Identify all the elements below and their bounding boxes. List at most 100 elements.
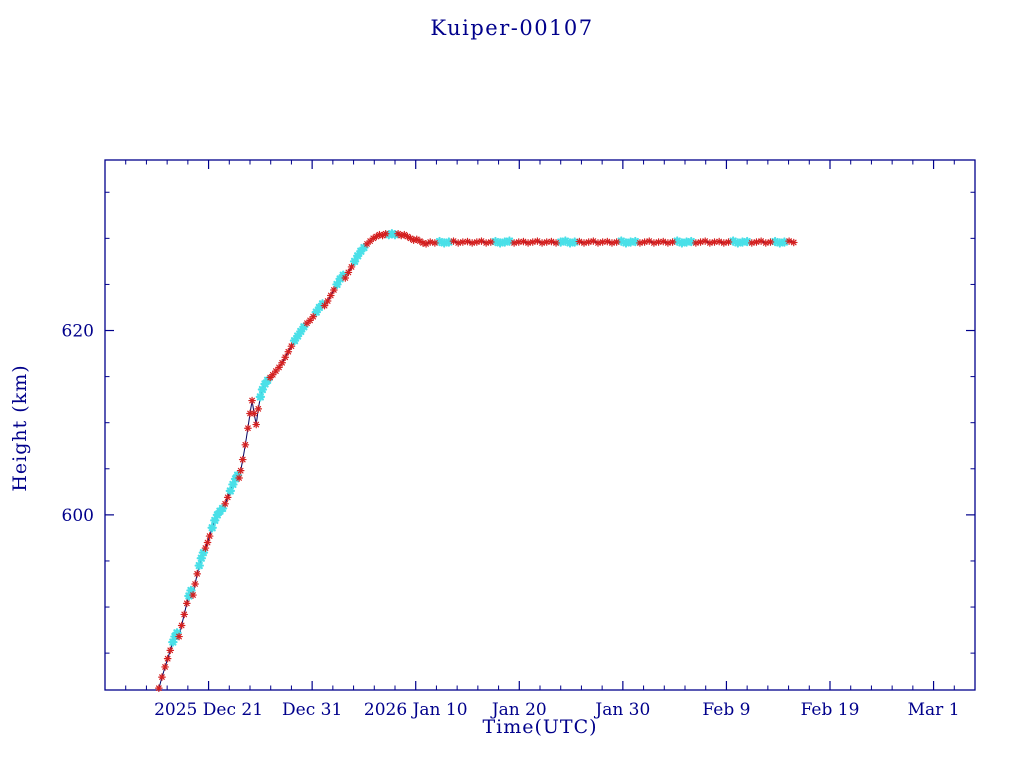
obs-marker: [245, 425, 251, 432]
elset-marker: [743, 237, 751, 246]
obs-marker: [646, 238, 653, 244]
elset-marker: [626, 238, 635, 246]
obs-marker: [590, 238, 597, 244]
obs-marker: [242, 441, 249, 448]
obs-marker: [543, 239, 550, 245]
obs-marker: [459, 239, 466, 245]
obs-marker: [382, 230, 389, 237]
obs-marker: [190, 592, 196, 598]
x-tick-label: Jan 20: [490, 700, 547, 720]
obs-marker: [167, 647, 174, 654]
elset-marker: [173, 629, 181, 637]
obs-marker: [427, 239, 434, 245]
obs-marker: [407, 235, 414, 242]
elset-marker: [350, 257, 359, 266]
obs-marker: [224, 494, 231, 501]
obs-marker: [515, 239, 522, 245]
elset-marker: [218, 504, 227, 513]
obs-marker: [255, 406, 262, 412]
elset-marker: [682, 238, 691, 246]
x-tick-label: 2025 Dec 21: [154, 700, 263, 720]
obs-marker: [655, 239, 662, 245]
obs-marker: [310, 313, 317, 320]
obs-marker: [236, 475, 242, 481]
obs-marker: [251, 410, 258, 417]
obs-marker: [413, 236, 420, 243]
x-tick-label: 2026 Jan 10: [364, 700, 468, 720]
obs-marker: [660, 238, 667, 245]
obs-marker: [253, 421, 260, 428]
obs-marker: [206, 533, 213, 539]
elset-marker: [571, 238, 579, 246]
obs-marker: [613, 239, 620, 245]
obs-marker: [348, 264, 355, 270]
obs-marker: [576, 238, 583, 245]
obs-marker: [702, 238, 709, 244]
obs-marker: [279, 359, 285, 366]
obs-marker: [758, 238, 764, 244]
x-tick-label: Jan 30: [593, 700, 650, 720]
obs-marker: [767, 239, 774, 245]
elset-marker: [195, 561, 203, 570]
obs-marker: [327, 292, 334, 299]
obs-marker: [432, 240, 438, 246]
elset-marker: [445, 238, 453, 246]
obs-marker: [345, 269, 352, 276]
height-line: [158, 233, 794, 689]
obs-marker: [487, 239, 494, 245]
obs-marker: [790, 239, 797, 246]
obs-marker: [548, 238, 555, 245]
obs-marker: [464, 238, 471, 245]
obs-marker: [176, 633, 182, 640]
obs-marker: [711, 239, 718, 245]
elset-marker: [333, 280, 341, 289]
obs-marker: [669, 239, 676, 245]
obs-marker: [599, 239, 606, 245]
obs-marker: [247, 410, 253, 417]
elset-marker: [780, 238, 789, 246]
obs-marker: [604, 238, 611, 245]
elset-marker: [226, 487, 234, 495]
obs-marker: [285, 348, 292, 355]
x-tick-label: Feb 9: [702, 700, 750, 720]
obs-marker: [342, 275, 349, 281]
obs-marker: [520, 238, 527, 245]
obs-marker: [450, 238, 457, 244]
chart-title: Kuiper-00107: [430, 16, 594, 40]
obs-marker: [404, 233, 411, 240]
obs-marker: [478, 238, 485, 244]
x-tick-label: Mar 1: [908, 700, 960, 720]
elset-marker: [256, 393, 265, 401]
elset-marker: [631, 237, 639, 246]
obs-marker: [239, 456, 246, 463]
x-tick-label: Feb 19: [801, 700, 860, 720]
obs-marker: [553, 240, 559, 246]
obs-marker: [401, 231, 408, 238]
obs-marker: [331, 287, 337, 293]
obs-marker: [155, 685, 162, 692]
elset-marker: [187, 586, 195, 595]
obs-marker: [162, 664, 168, 670]
y-tick-label: 620: [62, 322, 94, 342]
obs-marker: [178, 622, 185, 629]
obs-marker: [786, 238, 792, 244]
obs-marker: [222, 500, 229, 507]
elset-marker: [208, 524, 216, 532]
obs-marker: [194, 570, 201, 577]
x-tick-label: Dec 31: [282, 700, 342, 720]
y-tick-label: 600: [62, 506, 94, 526]
obs-marker: [159, 674, 165, 680]
obs-marker: [276, 364, 282, 371]
obs-marker: [183, 600, 190, 607]
obs-marker: [534, 238, 541, 244]
obs-marker: [237, 467, 244, 474]
elset-marker: [687, 237, 695, 246]
obs-marker: [416, 238, 423, 244]
plot-border: [104, 159, 976, 691]
elset-marker: [233, 471, 242, 479]
obs-marker: [181, 611, 188, 618]
obs-marker: [282, 354, 289, 361]
obs-marker: [324, 298, 331, 304]
